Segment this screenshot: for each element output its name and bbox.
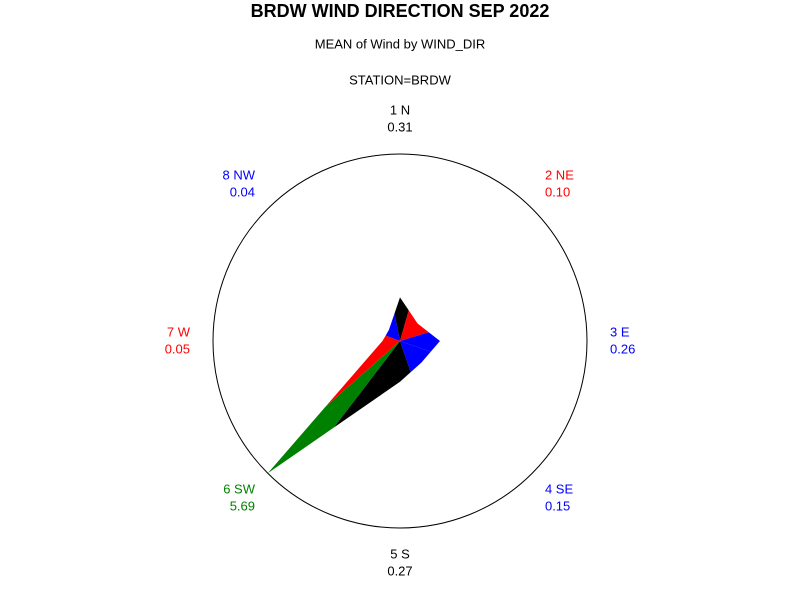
value-label: 5.69	[230, 498, 255, 513]
category-label: 2 NE	[545, 167, 574, 182]
outer-circle	[212, 153, 588, 529]
category-label: 6 SW	[223, 481, 256, 496]
value-label: 0.04	[230, 184, 255, 199]
star-segment	[385, 313, 400, 341]
star-segment	[400, 310, 429, 341]
category-label: 1 N	[390, 102, 410, 117]
category-label: 5 S	[390, 546, 410, 561]
value-label: 0.31	[387, 119, 412, 134]
star-segment	[267, 341, 400, 474]
category-label: 4 SE	[545, 481, 574, 496]
star-segment	[394, 297, 409, 341]
star-segment	[333, 341, 411, 428]
star-segment	[400, 332, 440, 352]
category-label: 7 W	[167, 324, 191, 339]
star-segment	[325, 335, 400, 408]
value-label: 0.27	[387, 563, 412, 578]
value-label: 0.10	[545, 184, 570, 199]
star-segment	[400, 341, 431, 373]
chart-subtitle: MEAN of Wind by WIND_DIR	[315, 36, 485, 51]
value-label: 0.05	[165, 341, 190, 356]
category-label: 3 E	[610, 324, 630, 339]
value-label: 0.15	[545, 498, 570, 513]
value-label: 0.26	[610, 341, 635, 356]
group-label: STATION=BRDW	[349, 72, 451, 87]
category-label: 8 NW	[223, 167, 256, 182]
chart-title: BRDW WIND DIRECTION SEP 2022	[251, 1, 550, 21]
